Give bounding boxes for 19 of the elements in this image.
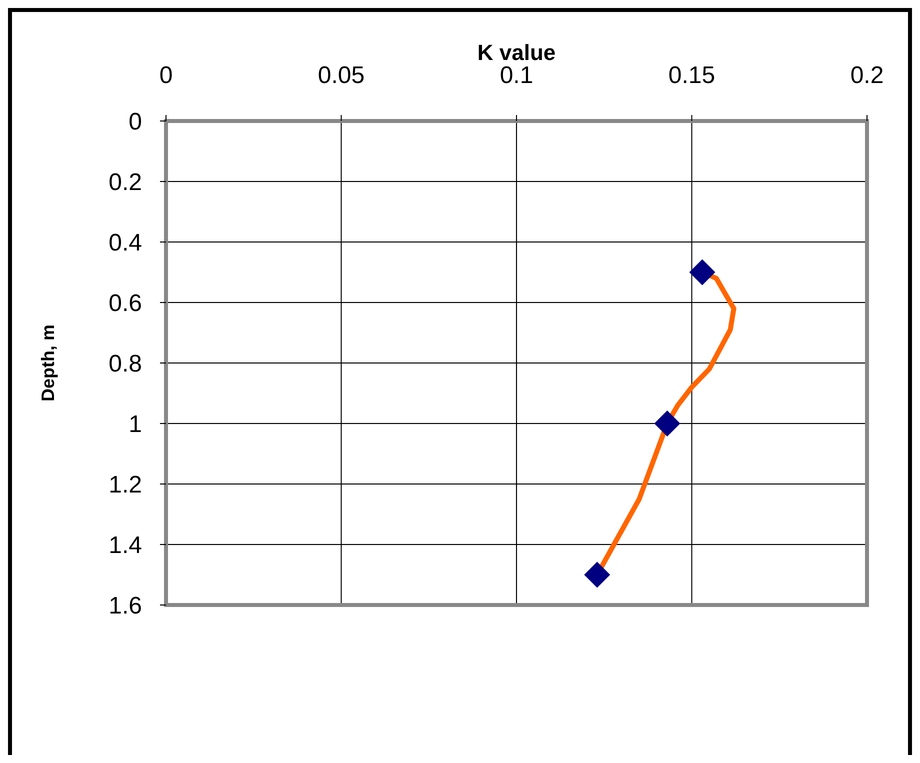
y-tick-label: 1.6 — [108, 592, 142, 620]
x-tick-label: 0.15 — [668, 62, 716, 89]
y-tick-label: 0.6 — [108, 290, 142, 317]
y-tick-label: 1 — [128, 410, 142, 438]
x-tick-label: 0.05 — [318, 62, 365, 89]
point — [584, 562, 610, 588]
point — [654, 410, 680, 436]
y-axis-title: Depth, m — [38, 324, 58, 402]
point — [689, 259, 716, 286]
y-tick-label: 0 — [128, 108, 142, 136]
y-tick-label: 1.4 — [108, 532, 142, 559]
x-tick-label: 0 — [159, 62, 173, 89]
y-tick-label: 1.2 — [108, 471, 142, 498]
x-axis-title: K value — [477, 40, 556, 65]
y-tick-label: 0.8 — [108, 350, 142, 378]
x-tick-label: 0.2 — [850, 62, 884, 89]
y-tick-label: 0.4 — [108, 229, 142, 256]
y-tick-label: 0.2 — [108, 168, 142, 196]
x-tick-label: 0.1 — [500, 62, 534, 89]
